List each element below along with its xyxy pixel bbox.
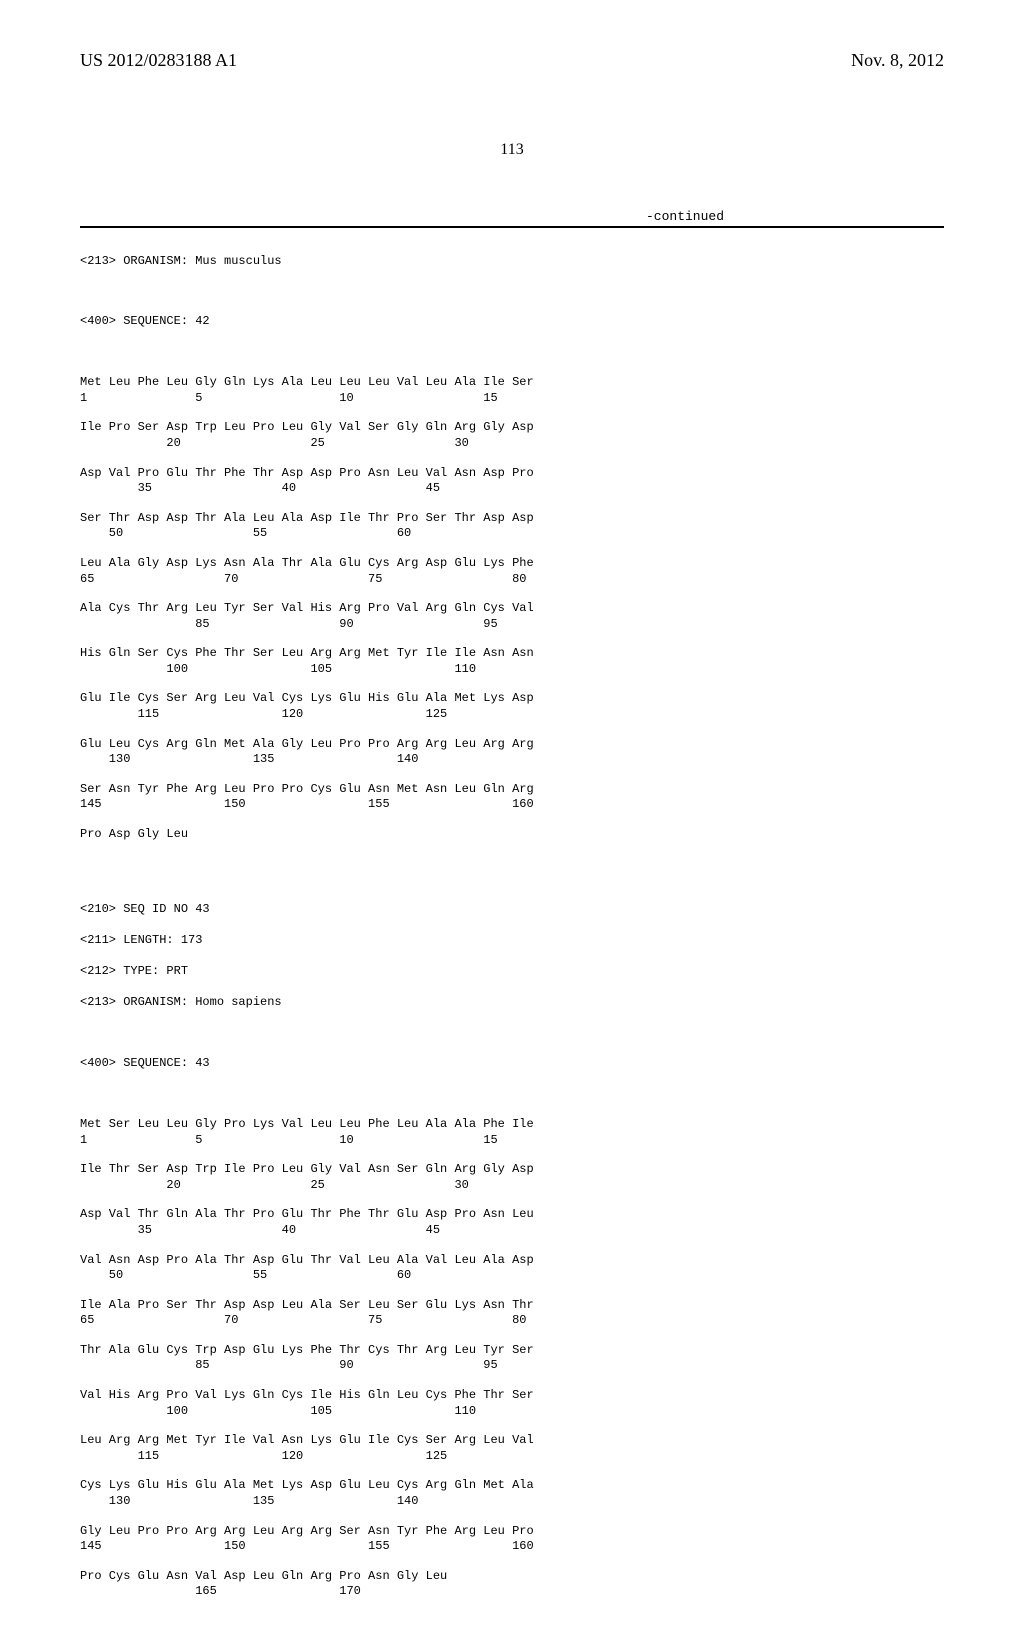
amino-acid-line: Leu Ala Gly Asp Lys Asn Ala Thr Ala Glu … bbox=[80, 556, 944, 572]
sequence-row: Val His Arg Pro Val Lys Gln Cys Ile His … bbox=[80, 1388, 944, 1419]
seq42-rows: Met Leu Phe Leu Gly Gln Lys Ala Leu Leu … bbox=[80, 375, 944, 842]
sequence-row: Asp Val Pro Glu Thr Phe Thr Asp Asp Pro … bbox=[80, 466, 944, 497]
amino-acid-line: Ile Ala Pro Ser Thr Asp Asp Leu Ala Ser … bbox=[80, 1298, 944, 1314]
amino-acid-line: Met Ser Leu Leu Gly Pro Lys Val Leu Leu … bbox=[80, 1117, 944, 1133]
position-line: 100 105 110 bbox=[80, 662, 944, 678]
seq42-header: <400> SEQUENCE: 42 bbox=[80, 314, 944, 330]
sequence-row: Ser Thr Asp Asp Thr Ala Leu Ala Asp Ile … bbox=[80, 511, 944, 542]
position-line: 130 135 140 bbox=[80, 752, 944, 768]
position-line: 100 105 110 bbox=[80, 1404, 944, 1420]
page-header: US 2012/0283188 A1 Nov. 8, 2012 bbox=[80, 50, 944, 71]
amino-acid-line: Ile Thr Ser Asp Trp Ile Pro Leu Gly Val … bbox=[80, 1162, 944, 1178]
sequence-listing: <213> ORGANISM: Mus musculus <400> SEQUE… bbox=[80, 238, 944, 1630]
position-line: 115 120 125 bbox=[80, 1449, 944, 1465]
amino-acid-line: Thr Ala Glu Cys Trp Asp Glu Lys Phe Thr … bbox=[80, 1343, 944, 1359]
position-line: 130 135 140 bbox=[80, 1494, 944, 1510]
amino-acid-line: Cys Lys Glu His Glu Ala Met Lys Asp Glu … bbox=[80, 1478, 944, 1494]
amino-acid-line: Pro Cys Glu Asn Val Asp Leu Gln Arg Pro … bbox=[80, 1569, 944, 1585]
amino-acid-line: Met Leu Phe Leu Gly Gln Lys Ala Leu Leu … bbox=[80, 375, 944, 391]
position-line: 35 40 45 bbox=[80, 1223, 944, 1239]
publication-date: Nov. 8, 2012 bbox=[851, 50, 944, 71]
sequence-row: His Gln Ser Cys Phe Thr Ser Leu Arg Arg … bbox=[80, 646, 944, 677]
continued-label: -continued bbox=[80, 209, 944, 224]
position-line: 115 120 125 bbox=[80, 707, 944, 723]
sequence-row: Glu Ile Cys Ser Arg Leu Val Cys Lys Glu … bbox=[80, 691, 944, 722]
sequence-row: Ile Thr Ser Asp Trp Ile Pro Leu Gly Val … bbox=[80, 1162, 944, 1193]
amino-acid-line: Asp Val Pro Glu Thr Phe Thr Asp Asp Pro … bbox=[80, 466, 944, 482]
amino-acid-line: Val His Arg Pro Val Lys Gln Cys Ile His … bbox=[80, 1388, 944, 1404]
amino-acid-line: Glu Leu Cys Arg Gln Met Ala Gly Leu Pro … bbox=[80, 737, 944, 753]
position-line: 145 150 155 160 bbox=[80, 797, 944, 813]
amino-acid-line: Pro Asp Gly Leu bbox=[80, 827, 944, 843]
position-line: 65 70 75 80 bbox=[80, 1313, 944, 1329]
sequence-row: Glu Leu Cys Arg Gln Met Ala Gly Leu Pro … bbox=[80, 737, 944, 768]
seq42-organism: <213> ORGANISM: Mus musculus bbox=[80, 254, 944, 270]
position-line: 165 170 bbox=[80, 1584, 944, 1600]
amino-acid-line: Ile Pro Ser Asp Trp Leu Pro Leu Gly Val … bbox=[80, 420, 944, 436]
position-line: 65 70 75 80 bbox=[80, 572, 944, 588]
amino-acid-line: Ala Cys Thr Arg Leu Tyr Ser Val His Arg … bbox=[80, 601, 944, 617]
seq43-length: <211> LENGTH: 173 bbox=[80, 933, 944, 949]
seq43-rows: Met Ser Leu Leu Gly Pro Lys Val Leu Leu … bbox=[80, 1117, 944, 1600]
amino-acid-line: Ser Asn Tyr Phe Arg Leu Pro Pro Cys Glu … bbox=[80, 782, 944, 798]
sequence-row: Ile Ala Pro Ser Thr Asp Asp Leu Ala Ser … bbox=[80, 1298, 944, 1329]
position-line: 85 90 95 bbox=[80, 617, 944, 633]
sequence-row: Gly Leu Pro Pro Arg Arg Leu Arg Arg Ser … bbox=[80, 1524, 944, 1555]
sequence-row: Thr Ala Glu Cys Trp Asp Glu Lys Phe Thr … bbox=[80, 1343, 944, 1374]
sequence-row: Pro Cys Glu Asn Val Asp Leu Gln Arg Pro … bbox=[80, 1569, 944, 1600]
position-line: 20 25 30 bbox=[80, 436, 944, 452]
sequence-row: Ala Cys Thr Arg Leu Tyr Ser Val His Arg … bbox=[80, 601, 944, 632]
sequence-row: Leu Arg Arg Met Tyr Ile Val Asn Lys Glu … bbox=[80, 1433, 944, 1464]
seq43-header: <400> SEQUENCE: 43 bbox=[80, 1056, 944, 1072]
position-line: 20 25 30 bbox=[80, 1178, 944, 1194]
sequence-row: Met Leu Phe Leu Gly Gln Lys Ala Leu Leu … bbox=[80, 375, 944, 406]
sequence-row: Met Ser Leu Leu Gly Pro Lys Val Leu Leu … bbox=[80, 1117, 944, 1148]
seq43-type: <212> TYPE: PRT bbox=[80, 964, 944, 980]
position-line: 1 5 10 15 bbox=[80, 1133, 944, 1149]
seq43-organism: <213> ORGANISM: Homo sapiens bbox=[80, 995, 944, 1011]
amino-acid-line: Glu Ile Cys Ser Arg Leu Val Cys Lys Glu … bbox=[80, 691, 944, 707]
position-line: 35 40 45 bbox=[80, 481, 944, 497]
sequence-row: Cys Lys Glu His Glu Ala Met Lys Asp Glu … bbox=[80, 1478, 944, 1509]
seq43-id: <210> SEQ ID NO 43 bbox=[80, 902, 944, 918]
section-divider bbox=[80, 226, 944, 228]
position-line: 85 90 95 bbox=[80, 1358, 944, 1374]
position-line: 50 55 60 bbox=[80, 1268, 944, 1284]
sequence-row: Ser Asn Tyr Phe Arg Leu Pro Pro Cys Glu … bbox=[80, 782, 944, 813]
publication-number: US 2012/0283188 A1 bbox=[80, 50, 237, 71]
sequence-row: Val Asn Asp Pro Ala Thr Asp Glu Thr Val … bbox=[80, 1253, 944, 1284]
amino-acid-line: His Gln Ser Cys Phe Thr Ser Leu Arg Arg … bbox=[80, 646, 944, 662]
amino-acid-line: Val Asn Asp Pro Ala Thr Asp Glu Thr Val … bbox=[80, 1253, 944, 1269]
sequence-row: Asp Val Thr Gln Ala Thr Pro Glu Thr Phe … bbox=[80, 1207, 944, 1238]
sequence-row: Pro Asp Gly Leu bbox=[80, 827, 944, 843]
amino-acid-line: Gly Leu Pro Pro Arg Arg Leu Arg Arg Ser … bbox=[80, 1524, 944, 1540]
sequence-row: Leu Ala Gly Asp Lys Asn Ala Thr Ala Glu … bbox=[80, 556, 944, 587]
amino-acid-line: Ser Thr Asp Asp Thr Ala Leu Ala Asp Ile … bbox=[80, 511, 944, 527]
position-line: 50 55 60 bbox=[80, 526, 944, 542]
position-line: 1 5 10 15 bbox=[80, 391, 944, 407]
amino-acid-line: Leu Arg Arg Met Tyr Ile Val Asn Lys Glu … bbox=[80, 1433, 944, 1449]
amino-acid-line: Asp Val Thr Gln Ala Thr Pro Glu Thr Phe … bbox=[80, 1207, 944, 1223]
page-number: 113 bbox=[80, 141, 944, 159]
sequence-row: Ile Pro Ser Asp Trp Leu Pro Leu Gly Val … bbox=[80, 420, 944, 451]
position-line: 145 150 155 160 bbox=[80, 1539, 944, 1555]
